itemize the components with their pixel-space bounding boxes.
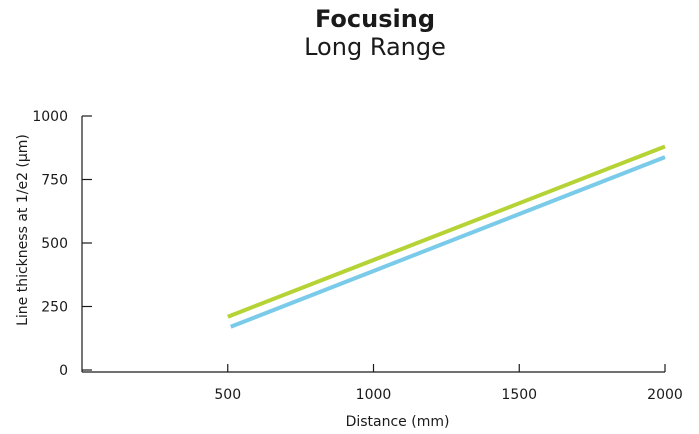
axes xyxy=(81,116,665,373)
y-axis-title: Line thickness at 1/e2 (µm) xyxy=(15,134,31,326)
ticks: 0 250 500 750 1000 500 1000 1500 2000 xyxy=(32,109,682,403)
x-axis-title: Distance (mm) xyxy=(346,414,450,430)
chart-subtitle: Long Range xyxy=(304,33,446,61)
y-tick-label: 0 xyxy=(59,363,68,379)
y-tick-label: 1000 xyxy=(32,109,68,125)
x-tick-label: 2000 xyxy=(647,387,683,403)
series-line-2 xyxy=(229,155,666,329)
series-line-1 xyxy=(227,144,666,319)
chart-title: Focusing xyxy=(315,5,435,33)
series xyxy=(227,144,666,329)
y-tick-label: 750 xyxy=(41,173,68,189)
y-tick-label: 500 xyxy=(41,236,68,252)
x-tick-label: 1500 xyxy=(501,387,537,403)
x-tick-label: 500 xyxy=(214,387,241,403)
y-tick-label: 250 xyxy=(41,300,68,316)
x-tick-label: 1000 xyxy=(356,387,392,403)
